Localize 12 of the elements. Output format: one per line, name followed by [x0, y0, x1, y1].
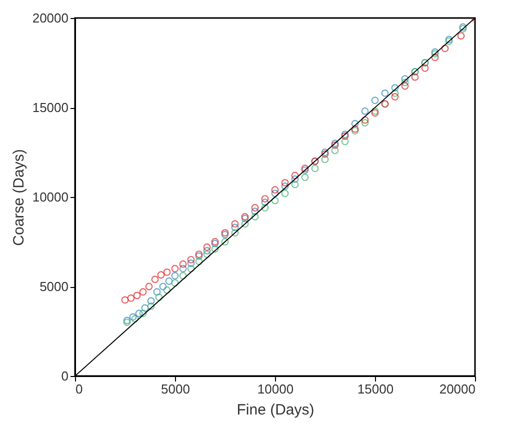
x-tick-label: 10000: [257, 382, 294, 396]
y-tick-label: 5000: [40, 279, 68, 294]
x-axis-title: Fine (Days): [236, 402, 314, 418]
x-tick-label: 0: [76, 382, 83, 396]
y-tick-label: 20000: [32, 10, 68, 26]
y-tick-label: 10000: [32, 190, 68, 204]
x-tick-label: 20000: [439, 382, 476, 396]
x-tick-label: 15000: [357, 382, 394, 396]
x-tick-label: 5000: [161, 382, 190, 396]
y-tick-label: 15000: [32, 100, 68, 115]
y-axis-title: Coarse (Days): [10, 149, 28, 246]
y-tick-label: 0: [61, 368, 68, 384]
